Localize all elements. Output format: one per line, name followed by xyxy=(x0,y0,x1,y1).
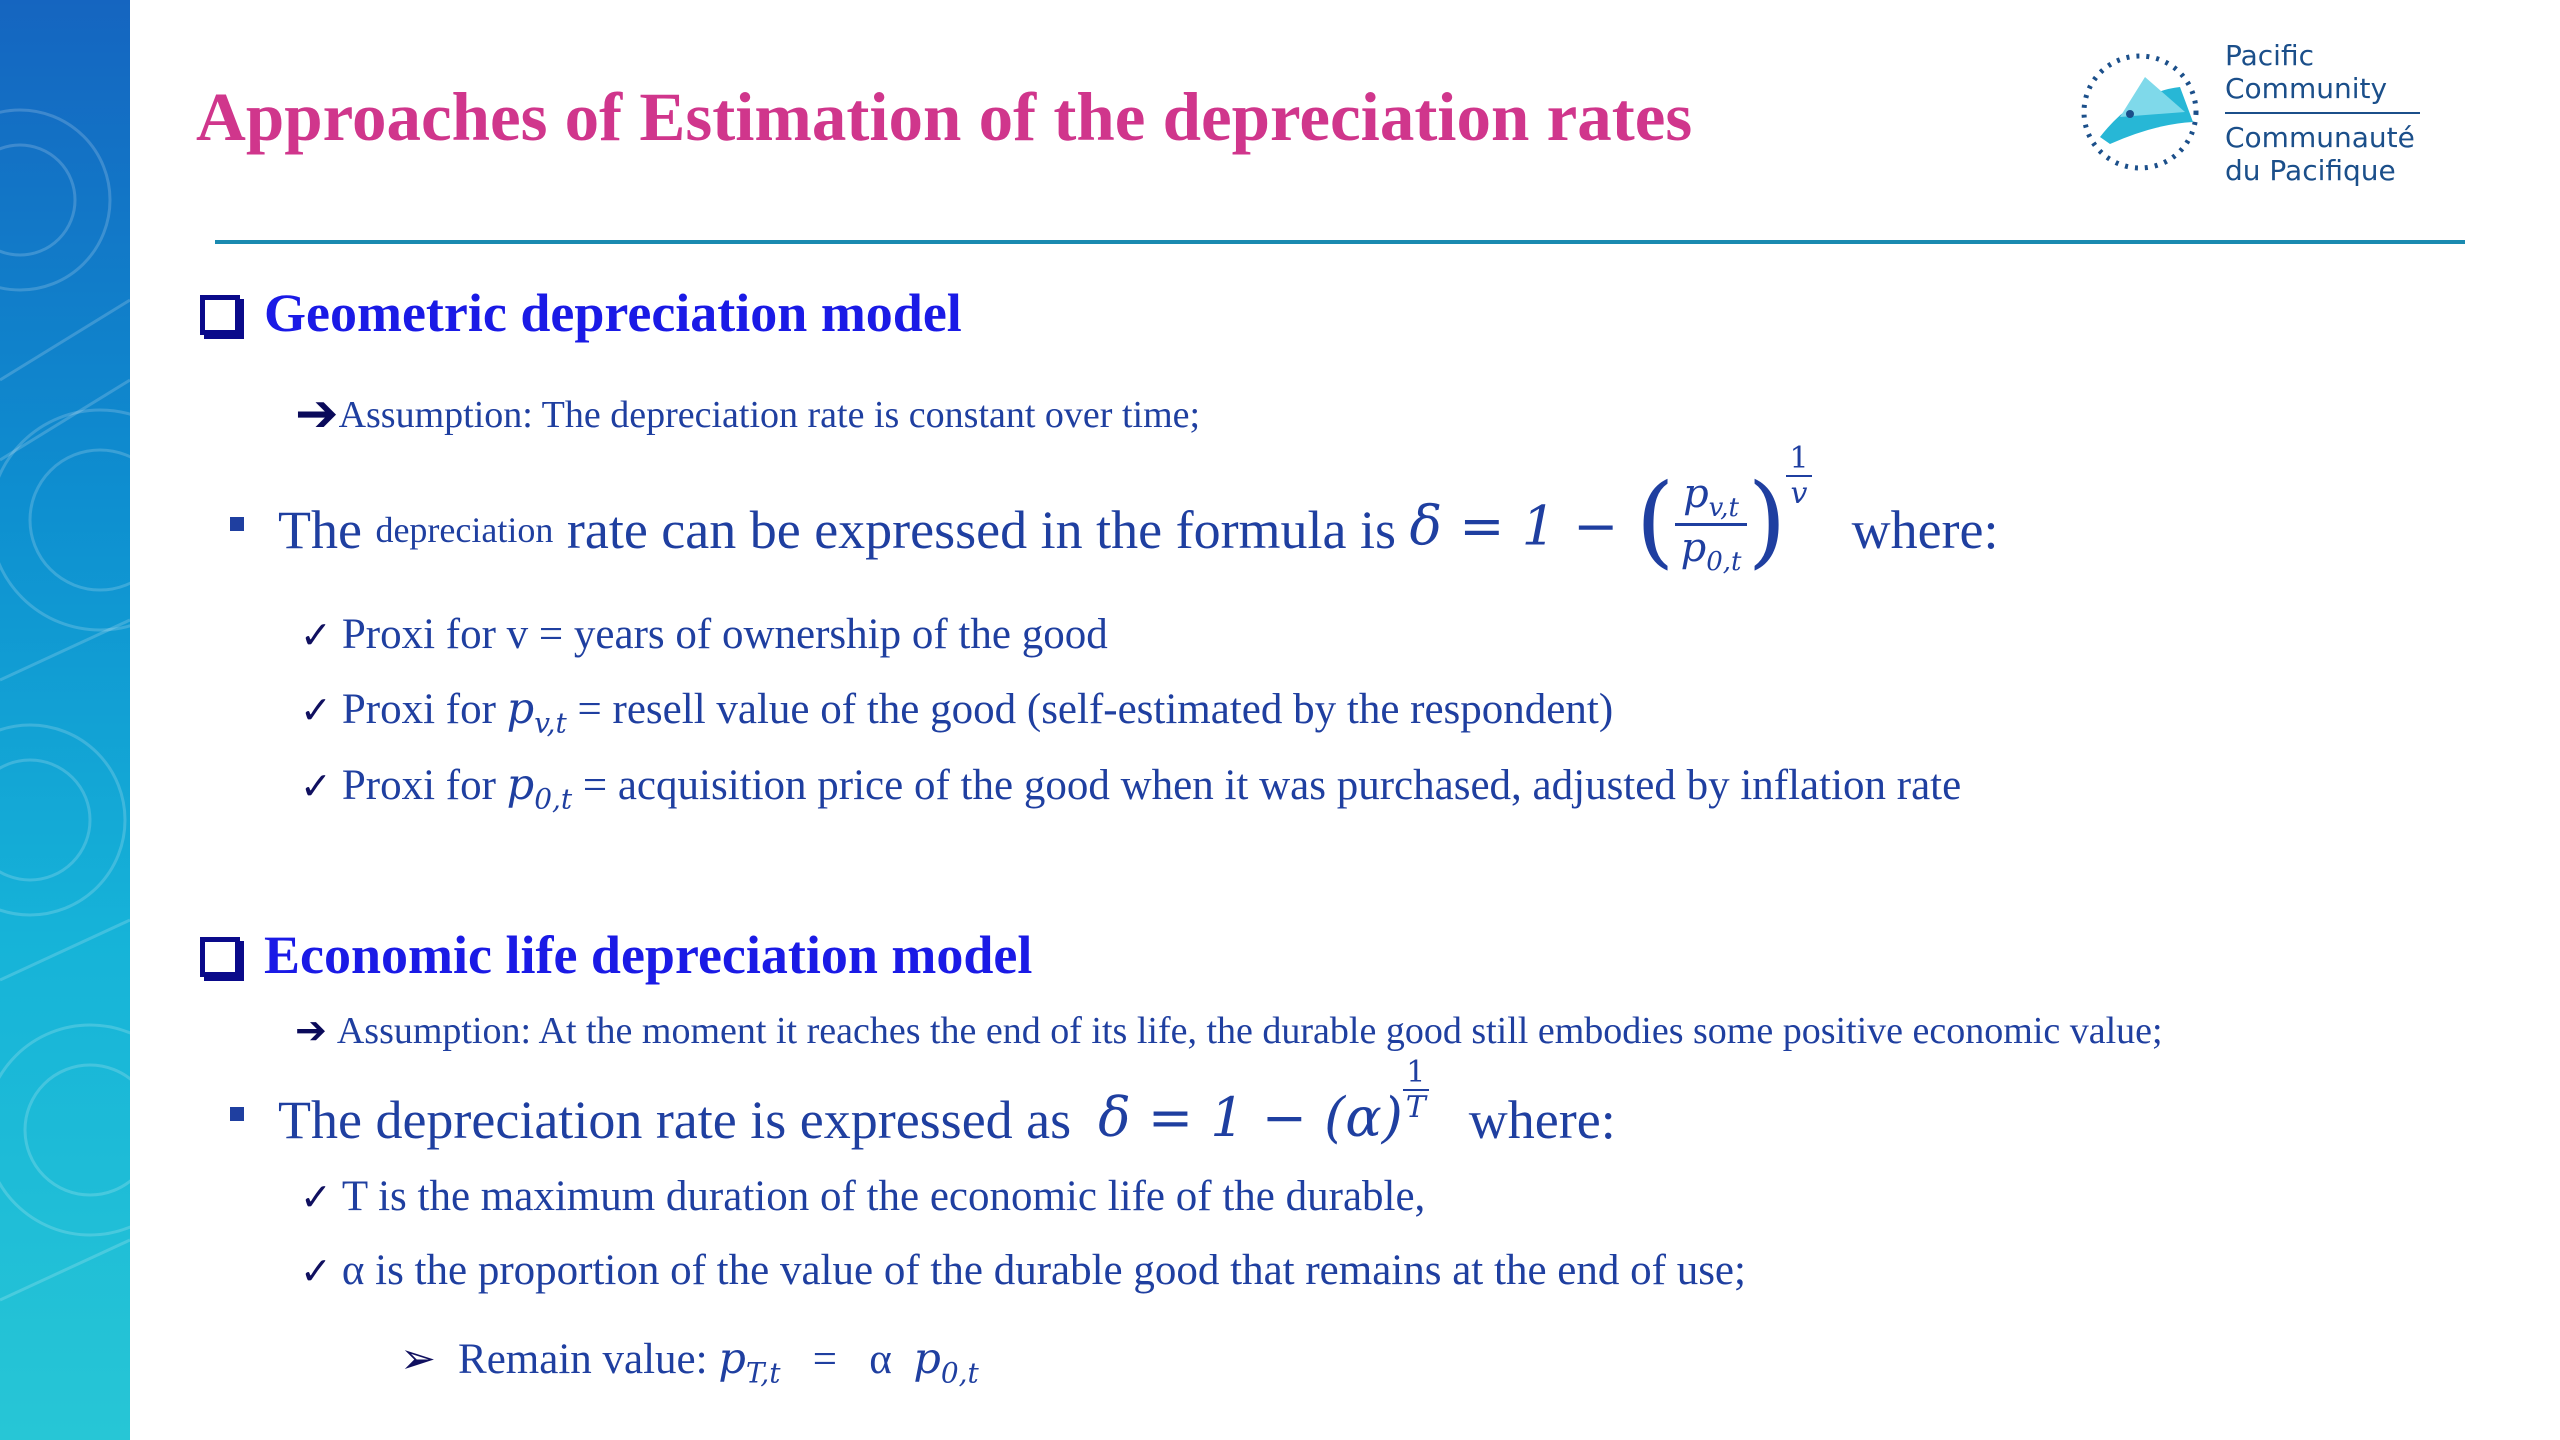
sidebar-decoration xyxy=(0,0,130,1440)
check-text-2-rest: = resell value of the good (self-estimat… xyxy=(566,686,1614,733)
formula-lhs: δ = 1 − xyxy=(1409,494,1619,557)
formula-intro: The depreciation rate is expressed as xyxy=(278,1090,1072,1150)
section-heading-text: Geometric depreciation model xyxy=(264,283,962,343)
remain-alpha: α xyxy=(869,1336,892,1383)
logo-line-4: du Pacifique xyxy=(2225,154,2396,187)
check-text-5: α is the proportion of the value of the … xyxy=(341,1247,1746,1294)
checkmark-icon: ✓ xyxy=(300,688,332,732)
logo-line-3: Communauté xyxy=(2225,121,2415,154)
logo-text: Pacific Community Communauté du Pacifiqu… xyxy=(2225,42,2420,190)
fraction-denominator: p xyxy=(1680,524,1707,571)
formula-geometric-line: The depreciation rate can be expressed i… xyxy=(230,442,1999,610)
square-bullet-icon xyxy=(230,517,244,531)
checkbox-bullet-icon xyxy=(200,294,240,335)
formula-fraction: pv,t p0,t xyxy=(1674,470,1748,577)
formula-where: where: xyxy=(1851,500,1999,560)
fraction-numerator: p xyxy=(1683,470,1709,517)
arrow-right-icon: ➔ xyxy=(295,384,339,444)
check-text-3-prefix: Proxi for xyxy=(341,762,507,809)
check-text-2-prefix: Proxi for xyxy=(341,686,507,733)
remain-eq: = xyxy=(812,1336,838,1383)
checkbox-bullet-icon xyxy=(200,936,240,977)
geometric-formula: δ = 1 − ( pv,t p0,t ) 1 v xyxy=(1409,442,1812,589)
check-item-1: ✓ Proxi for v = years of ownership of the… xyxy=(300,610,1108,659)
page-title: Approaches of Estimation of the deprecia… xyxy=(196,79,1693,155)
exponent-denominator: v xyxy=(1790,475,1808,511)
exponent-denominator: T xyxy=(1405,1090,1426,1125)
check-text-1: Proxi for v = years of ownership of the … xyxy=(341,611,1108,658)
checkmark-icon: ✓ xyxy=(300,764,332,808)
formula-intro-3: rate can be expressed in the formula is xyxy=(566,500,1397,560)
check-item-3: ✓ Proxi for p0,t = acquisition price of t… xyxy=(300,760,1961,816)
formula-exponent: 1 v xyxy=(1786,442,1812,511)
remain-lhs-var: p xyxy=(718,1334,746,1384)
title-divider xyxy=(215,240,2465,244)
checkmark-icon: ✓ xyxy=(300,1175,332,1219)
logo-emblem-icon xyxy=(2081,53,2199,171)
section-heading-economic-life: Economic life depreciation model xyxy=(200,924,1032,986)
assumption-text: Assumption: The depreciation rate is con… xyxy=(338,394,1201,436)
formula-intro-1: The xyxy=(278,500,362,560)
remain-rhs-sub: 0,t xyxy=(940,1356,979,1390)
sidebar-pattern xyxy=(0,108,130,1302)
remain-label: Remain value: xyxy=(458,1336,708,1383)
check-sub-3: 0,t xyxy=(534,782,573,816)
assumption-geometric: ➔Assumption: The depreciation rate is co… xyxy=(295,380,1201,444)
formula-lhs: δ = 1 − (α) xyxy=(1098,1086,1403,1149)
paren-close: ) xyxy=(1747,461,1787,579)
triangle-bullet-icon: ➢ xyxy=(400,1334,437,1384)
exponent-numerator: 1 xyxy=(1402,1056,1429,1091)
section-heading-text: Economic life depreciation model xyxy=(264,925,1033,985)
economic-formula: δ = 1 − (α) 1 T xyxy=(1098,1056,1429,1154)
fraction-numerator-sub: v,t xyxy=(1708,492,1739,523)
remain-rhs-var: p xyxy=(913,1334,941,1384)
checkmark-icon: ✓ xyxy=(300,1249,332,1293)
check-item-2: ✓ Proxi for pv,t = resell value of the go… xyxy=(300,684,1613,740)
section-heading-geometric: Geometric depreciation model xyxy=(200,282,962,344)
check-var-2: p xyxy=(506,684,535,734)
square-bullet-icon xyxy=(230,1107,244,1121)
arrow-right-icon: ➔ xyxy=(295,1008,327,1052)
logo-line-2: Community xyxy=(2225,72,2388,105)
check-var-3: p xyxy=(506,760,535,810)
logo-divider xyxy=(2225,112,2420,114)
check-sub-2: v,t xyxy=(534,706,567,740)
formula-economic-line: The depreciation rate is expressed as δ … xyxy=(230,1056,1616,1180)
remain-value-line: ➢ Remain value: pT,t = α p0,t xyxy=(400,1334,979,1390)
check-text-3-rest: = acquisition price of the good when it … xyxy=(572,762,1962,809)
assumption-economic-life: ➔ Assumption: At the moment it reaches th… xyxy=(295,1008,2163,1053)
formula-exponent: 1 T xyxy=(1402,1056,1429,1125)
formula-where: where: xyxy=(1468,1090,1616,1150)
pacific-community-logo: Pacific Community Communauté du Pacifiqu… xyxy=(2075,42,2445,185)
paren-open: ( xyxy=(1635,461,1675,579)
logo-line-1: Pacific xyxy=(2225,39,2314,72)
exponent-numerator: 1 xyxy=(1786,442,1812,477)
assumption-text: Assumption: At the moment it reaches the… xyxy=(336,1010,2163,1052)
check-text-4: T is the maximum duration of the economi… xyxy=(341,1173,1426,1220)
formula-intro-2: depreciation xyxy=(375,510,554,550)
check-item-4: ✓ T is the maximum duration of the econom… xyxy=(300,1172,1425,1221)
remain-lhs-sub: T,t xyxy=(745,1356,781,1390)
check-item-5: ✓ α is the proportion of the value of the… xyxy=(300,1246,1746,1295)
fraction-denominator-sub: 0,t xyxy=(1706,546,1742,577)
checkmark-icon: ✓ xyxy=(300,613,332,657)
